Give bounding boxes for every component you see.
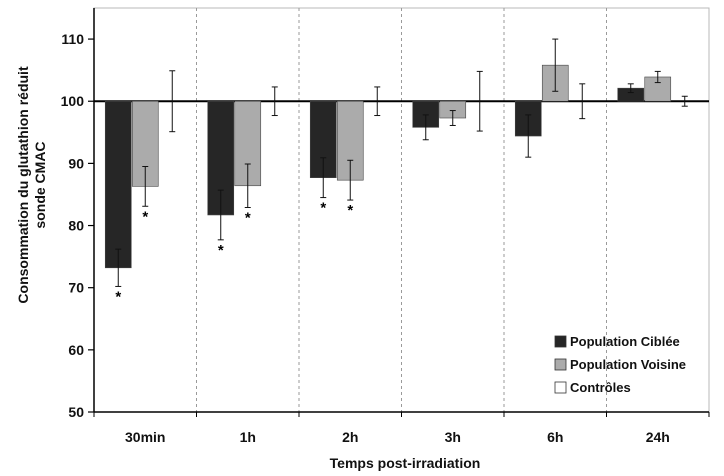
y-axis: 50 60 70 80 90 100 110 bbox=[61, 8, 709, 420]
x-tick-label: 6h bbox=[547, 429, 563, 445]
x-tick-label: 2h bbox=[342, 429, 358, 445]
significance-star: * bbox=[218, 242, 224, 259]
x-tick-label: 30min bbox=[125, 429, 165, 445]
x-tick-label: 3h bbox=[445, 429, 461, 445]
y-axis-title-line-1: Consommation du glutathion réduit bbox=[15, 66, 31, 304]
y-tick-label: 80 bbox=[68, 218, 84, 234]
bar bbox=[412, 100, 440, 128]
significance-star: * bbox=[115, 288, 121, 305]
y-tick-label: 100 bbox=[61, 93, 85, 109]
bar bbox=[104, 100, 132, 269]
y-tick-label: 60 bbox=[68, 342, 84, 358]
bars bbox=[104, 64, 672, 269]
legend-swatch bbox=[554, 335, 567, 348]
y-tick-label: 70 bbox=[68, 280, 84, 296]
legend: Population Ciblée Population Voisine Contr… bbox=[554, 334, 686, 395]
x-axis: 30min 1h 2h 3h 6h 24h bbox=[93, 411, 710, 445]
significance-star: * bbox=[142, 208, 148, 225]
error-bars bbox=[115, 38, 688, 287]
significance-star: * bbox=[347, 202, 353, 219]
significance-markers: * * * * * * bbox=[115, 200, 353, 306]
significance-star: * bbox=[245, 210, 251, 227]
y-tick-label: 90 bbox=[68, 155, 84, 171]
legend-swatch bbox=[554, 381, 567, 394]
legend-label: Population Ciblée bbox=[570, 334, 680, 349]
legend-label: Population Voisine bbox=[570, 357, 686, 372]
x-tick-label: 1h bbox=[240, 429, 256, 445]
y-axis-title: Consommation du glutathion réduit sonde … bbox=[15, 66, 48, 304]
y-axis-title-line-2: sonde CMAC bbox=[32, 141, 48, 228]
y-tick-label: 50 bbox=[68, 404, 84, 420]
y-tick-label: 110 bbox=[61, 31, 84, 47]
category-separators bbox=[196, 8, 607, 412]
legend-swatch bbox=[554, 358, 567, 371]
significance-star: * bbox=[320, 200, 326, 217]
x-axis-title: Temps post-irradiation bbox=[330, 455, 481, 471]
x-tick-label: 24h bbox=[646, 429, 670, 445]
legend-label: Contrôles bbox=[570, 380, 631, 395]
